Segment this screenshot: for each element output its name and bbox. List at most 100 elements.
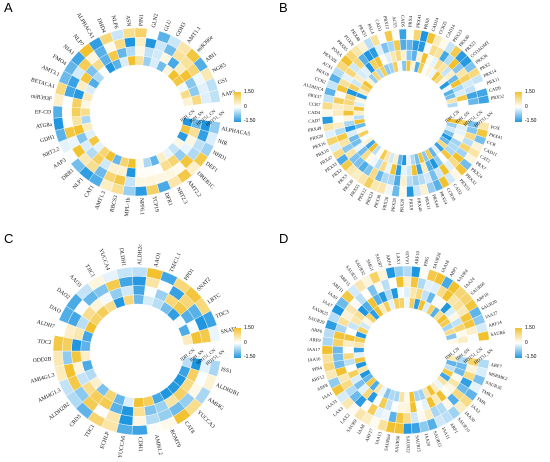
gene-label: PPD1 bbox=[183, 268, 195, 282]
gene-label: ATG8a bbox=[36, 122, 53, 130]
gene-label: CAD4 bbox=[308, 110, 321, 115]
gene-label: AMT1.1 bbox=[186, 26, 203, 45]
color-legend: 1.50 0 -1.50 bbox=[234, 89, 255, 124]
legend-mid-label: 0 bbox=[525, 340, 528, 346]
gene-label: BETACA1 bbox=[30, 77, 56, 90]
gene-label: SAUR22 bbox=[406, 436, 411, 454]
gene-label: FMO4 bbox=[51, 54, 67, 67]
gene-label: ALDH2c bbox=[137, 244, 144, 266]
legend-gradient-bar bbox=[515, 92, 522, 122]
gene-label: ACT5 bbox=[391, 16, 398, 29]
gene-label: IAA13 bbox=[374, 431, 383, 445]
gene-label: CAD5 bbox=[400, 15, 405, 28]
gene-label: DLDH1 bbox=[118, 247, 127, 266]
heatmap-cell bbox=[332, 345, 344, 355]
panel-d: D ARF7 MSRMK2 SAUR36 TMK3 TMK IAA2 IAA30 SAUR10… bbox=[275, 231, 550, 462]
heatmap-cell bbox=[71, 350, 82, 364]
gene-label: ARF8 bbox=[316, 382, 329, 391]
gene-label: AAO1 bbox=[153, 252, 162, 268]
gene-label: ROMT9 bbox=[168, 429, 181, 449]
heatmap-cell bbox=[406, 175, 414, 187]
gene-label: CCR7 bbox=[309, 101, 322, 107]
gene-label: SNAT1 bbox=[220, 326, 238, 336]
heatmap-cell bbox=[125, 46, 136, 57]
heatmap-cell bbox=[52, 350, 64, 367]
heatmap-cell bbox=[52, 335, 64, 352]
gene-label: LAX1 bbox=[395, 252, 401, 265]
heatmap-cell bbox=[135, 55, 145, 66]
gene-label: SAUR7 bbox=[374, 253, 383, 269]
heatmap-cell bbox=[62, 350, 73, 366]
heatmap-cell bbox=[332, 353, 345, 362]
gene-label: GS1 bbox=[217, 77, 229, 86]
circular-heatmap: POXPRX41CCRCAD11CAT2PRX7PRX24PRX32PRX53C… bbox=[303, 13, 505, 212]
gene-label: IAA17 bbox=[307, 347, 320, 352]
heatmap-cell bbox=[398, 186, 407, 198]
gene-label: CCR39 bbox=[446, 187, 457, 202]
gene-label: TDC1 bbox=[84, 424, 96, 439]
gene-label: LAX3 bbox=[332, 405, 345, 417]
gene-label: CDH1 bbox=[137, 437, 143, 452]
panel-a: A ALPHACA5 NIR NHD1 DEF1 DREB1C AMT2.2 NRT2.3 D… bbox=[0, 0, 275, 231]
heatmap-cell bbox=[400, 49, 407, 61]
panel-letter: A bbox=[4, 0, 13, 15]
gene-label: TJIC1 bbox=[83, 263, 95, 278]
gene-label: YUCCA3 bbox=[196, 410, 216, 430]
gene-label: PRX16 bbox=[312, 140, 327, 150]
heatmap-cell bbox=[321, 353, 334, 364]
heatmap-cell bbox=[332, 109, 344, 117]
heatmap-cell bbox=[342, 109, 354, 117]
gene-label: PRX41 bbox=[489, 132, 504, 140]
gene-label: PRX37 bbox=[308, 92, 323, 99]
gene-label: PRX28 bbox=[390, 197, 397, 212]
gene-label: ARF7 bbox=[490, 362, 503, 369]
gene-label: MSRMK2 bbox=[488, 371, 509, 381]
heatmap-cell bbox=[71, 115, 83, 127]
gene-label: YUCCA6 bbox=[118, 435, 127, 458]
legend-min-label: -1.50 bbox=[525, 118, 537, 124]
gene-label: ACS1 bbox=[322, 60, 335, 70]
heatmap-cell bbox=[135, 46, 146, 57]
gene-label: SAUR64 bbox=[383, 433, 391, 451]
heatmap-cell bbox=[122, 185, 136, 197]
panel-letter: B bbox=[279, 0, 288, 15]
gene-label: TDC2 bbox=[37, 339, 52, 346]
gene-label: CAD3 bbox=[374, 19, 383, 33]
gene-label: NIA1 bbox=[62, 44, 76, 57]
heatmap-cell bbox=[133, 294, 145, 305]
color-legend: 1.50 0 -1.50 bbox=[234, 325, 255, 360]
heatmap-cell bbox=[353, 347, 365, 353]
gene-label: ARF18 bbox=[475, 291, 490, 303]
gene-label: PRX7 bbox=[475, 160, 488, 171]
gene-label: PRX41 bbox=[415, 13, 422, 28]
gene-label: ECHLP bbox=[99, 431, 111, 450]
gene-label: GLN2 bbox=[151, 13, 160, 28]
gene-label: NLP1 bbox=[72, 177, 85, 191]
heatmap-cell bbox=[398, 28, 407, 40]
gene-label: PRX4 bbox=[407, 15, 413, 27]
heatmap-cell bbox=[134, 176, 147, 187]
color-legend: 1.50 0 -1.50 bbox=[515, 325, 536, 360]
heatmap-cell bbox=[399, 39, 407, 51]
gene-label: MPL-1b bbox=[124, 197, 132, 217]
gene-label: PRX9 bbox=[408, 199, 414, 211]
gene-label: NLP7 bbox=[71, 33, 84, 47]
gene-label: LAX2 bbox=[339, 412, 351, 425]
gene-label: ARF6 bbox=[311, 327, 324, 334]
heatmap-cell bbox=[403, 412, 412, 424]
heatmap-cell bbox=[403, 391, 410, 403]
gene-label: TSEC1.1 bbox=[169, 252, 183, 274]
heatmap-cell bbox=[406, 165, 413, 177]
gene-label: GDH3 bbox=[175, 22, 187, 38]
gene-label: DAO bbox=[48, 304, 62, 315]
legend-max-label: 1.50 bbox=[525, 89, 535, 95]
gene-label: ARF9 bbox=[309, 337, 321, 343]
gene-label: miR396e bbox=[196, 34, 215, 53]
heatmap-cell bbox=[145, 183, 160, 196]
gene-label: CAT8 bbox=[183, 420, 196, 435]
gene-label: ALDH2B2 bbox=[48, 401, 71, 421]
heatmap-cell bbox=[53, 117, 65, 131]
gene-label: CAT2 bbox=[479, 154, 492, 164]
circular-heatmap: ARF7MSRMK2SAUR36TMK3TMKIAA2IAA30SAUR10AR… bbox=[307, 250, 509, 454]
